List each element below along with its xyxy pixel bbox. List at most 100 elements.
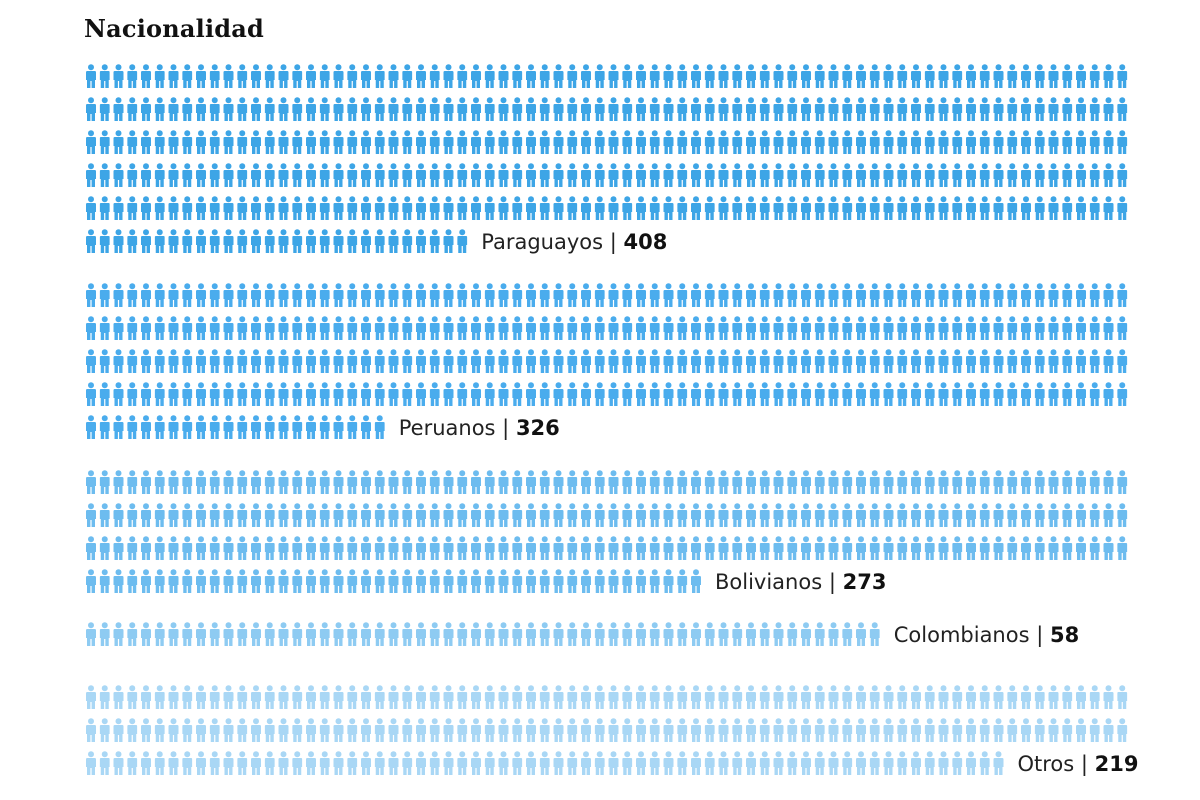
- person-icon: [237, 622, 248, 646]
- person-icon: [237, 718, 248, 742]
- person-icon: [402, 503, 413, 527]
- person-icon: [897, 503, 908, 527]
- person-icon: [581, 569, 591, 593]
- person-icon: [374, 718, 385, 742]
- person-icon: [649, 718, 660, 742]
- person-icon: [347, 718, 358, 742]
- person-icon: [1117, 718, 1128, 742]
- person-icon: [498, 622, 509, 646]
- person-icon: [416, 536, 426, 560]
- person-icon: [649, 349, 660, 373]
- person-icon: [897, 196, 908, 220]
- person-icon: [223, 415, 234, 439]
- person-icon: [141, 751, 151, 775]
- person-icon: [594, 64, 605, 88]
- person-icon: [622, 622, 633, 646]
- person-icon: [1021, 349, 1031, 373]
- person-icon: [374, 130, 385, 154]
- person-icon: [99, 470, 110, 494]
- person-icon: [361, 283, 371, 307]
- person-icon: [622, 470, 633, 494]
- person-icon: [347, 163, 358, 187]
- person-icon: [443, 718, 454, 742]
- person-icon: [594, 470, 605, 494]
- person-icon: [897, 283, 908, 307]
- person-icon: [1048, 382, 1059, 406]
- person-icon: [278, 163, 289, 187]
- person-icon: [127, 97, 138, 121]
- person-icon: [347, 349, 358, 373]
- person-icon: [924, 536, 935, 560]
- person-icon: [443, 382, 454, 406]
- person-icon: [773, 685, 784, 709]
- person-icon: [141, 718, 151, 742]
- person-icon: [512, 64, 523, 88]
- person-icon: [773, 64, 784, 88]
- person-icon: [1076, 470, 1086, 494]
- person-icon: [154, 751, 165, 775]
- person-icon: [718, 685, 729, 709]
- person-icon: [154, 64, 165, 88]
- person-icon: [1007, 349, 1018, 373]
- person-icon: [594, 130, 605, 154]
- person-icon: [1034, 718, 1045, 742]
- person-icon: [553, 163, 564, 187]
- person-icon: [264, 229, 275, 253]
- person-icon: [388, 349, 399, 373]
- person-icon: [154, 229, 165, 253]
- person-icon: [182, 415, 193, 439]
- person-icon: [732, 503, 743, 527]
- person-icon: [1117, 97, 1128, 121]
- person-icon: [182, 718, 193, 742]
- person-icon: [1103, 97, 1114, 121]
- person-icon: [333, 622, 344, 646]
- group-label-peruanos: Peruanos | 326: [399, 416, 560, 441]
- person-icon: [952, 536, 963, 560]
- person-icon: [897, 382, 908, 406]
- person-icon: [319, 470, 330, 494]
- person-icon: [306, 316, 316, 340]
- person-icon: [966, 163, 976, 187]
- person-icon: [237, 229, 248, 253]
- person-icon: [911, 382, 921, 406]
- person-icon: [773, 97, 784, 121]
- person-icon: [264, 718, 275, 742]
- person-icon: [374, 415, 385, 439]
- person-icon: [443, 536, 454, 560]
- person-icon: [182, 685, 193, 709]
- person-icon: [86, 196, 96, 220]
- person-icon: [979, 163, 990, 187]
- person-icon: [828, 130, 839, 154]
- person-icon: [99, 503, 110, 527]
- person-icon: [883, 130, 894, 154]
- person-icon: [86, 685, 96, 709]
- person-icon: [869, 536, 880, 560]
- person-icon: [264, 382, 275, 406]
- person-icon: [869, 382, 880, 406]
- person-icon: [911, 470, 921, 494]
- person-icon: [484, 283, 495, 307]
- person-icon: [471, 349, 481, 373]
- person-icon: [223, 685, 234, 709]
- person-icon: [361, 536, 371, 560]
- person-icon: [361, 470, 371, 494]
- person-icon: [856, 349, 866, 373]
- person-icon: [526, 503, 536, 527]
- person-icon: [113, 196, 124, 220]
- person-icon: [168, 196, 179, 220]
- person-icon: [581, 64, 591, 88]
- person-icon: [196, 283, 206, 307]
- person-icon: [966, 64, 976, 88]
- person-icon: [704, 503, 715, 527]
- person-icon: [979, 130, 990, 154]
- person-icon: [402, 470, 413, 494]
- person-icon: [416, 196, 426, 220]
- person-icon: [484, 569, 495, 593]
- person-icon: [319, 229, 330, 253]
- person-icon: [251, 196, 261, 220]
- person-icon: [732, 283, 743, 307]
- person-icon: [773, 163, 784, 187]
- person-icon: [883, 382, 894, 406]
- person-icon: [966, 130, 976, 154]
